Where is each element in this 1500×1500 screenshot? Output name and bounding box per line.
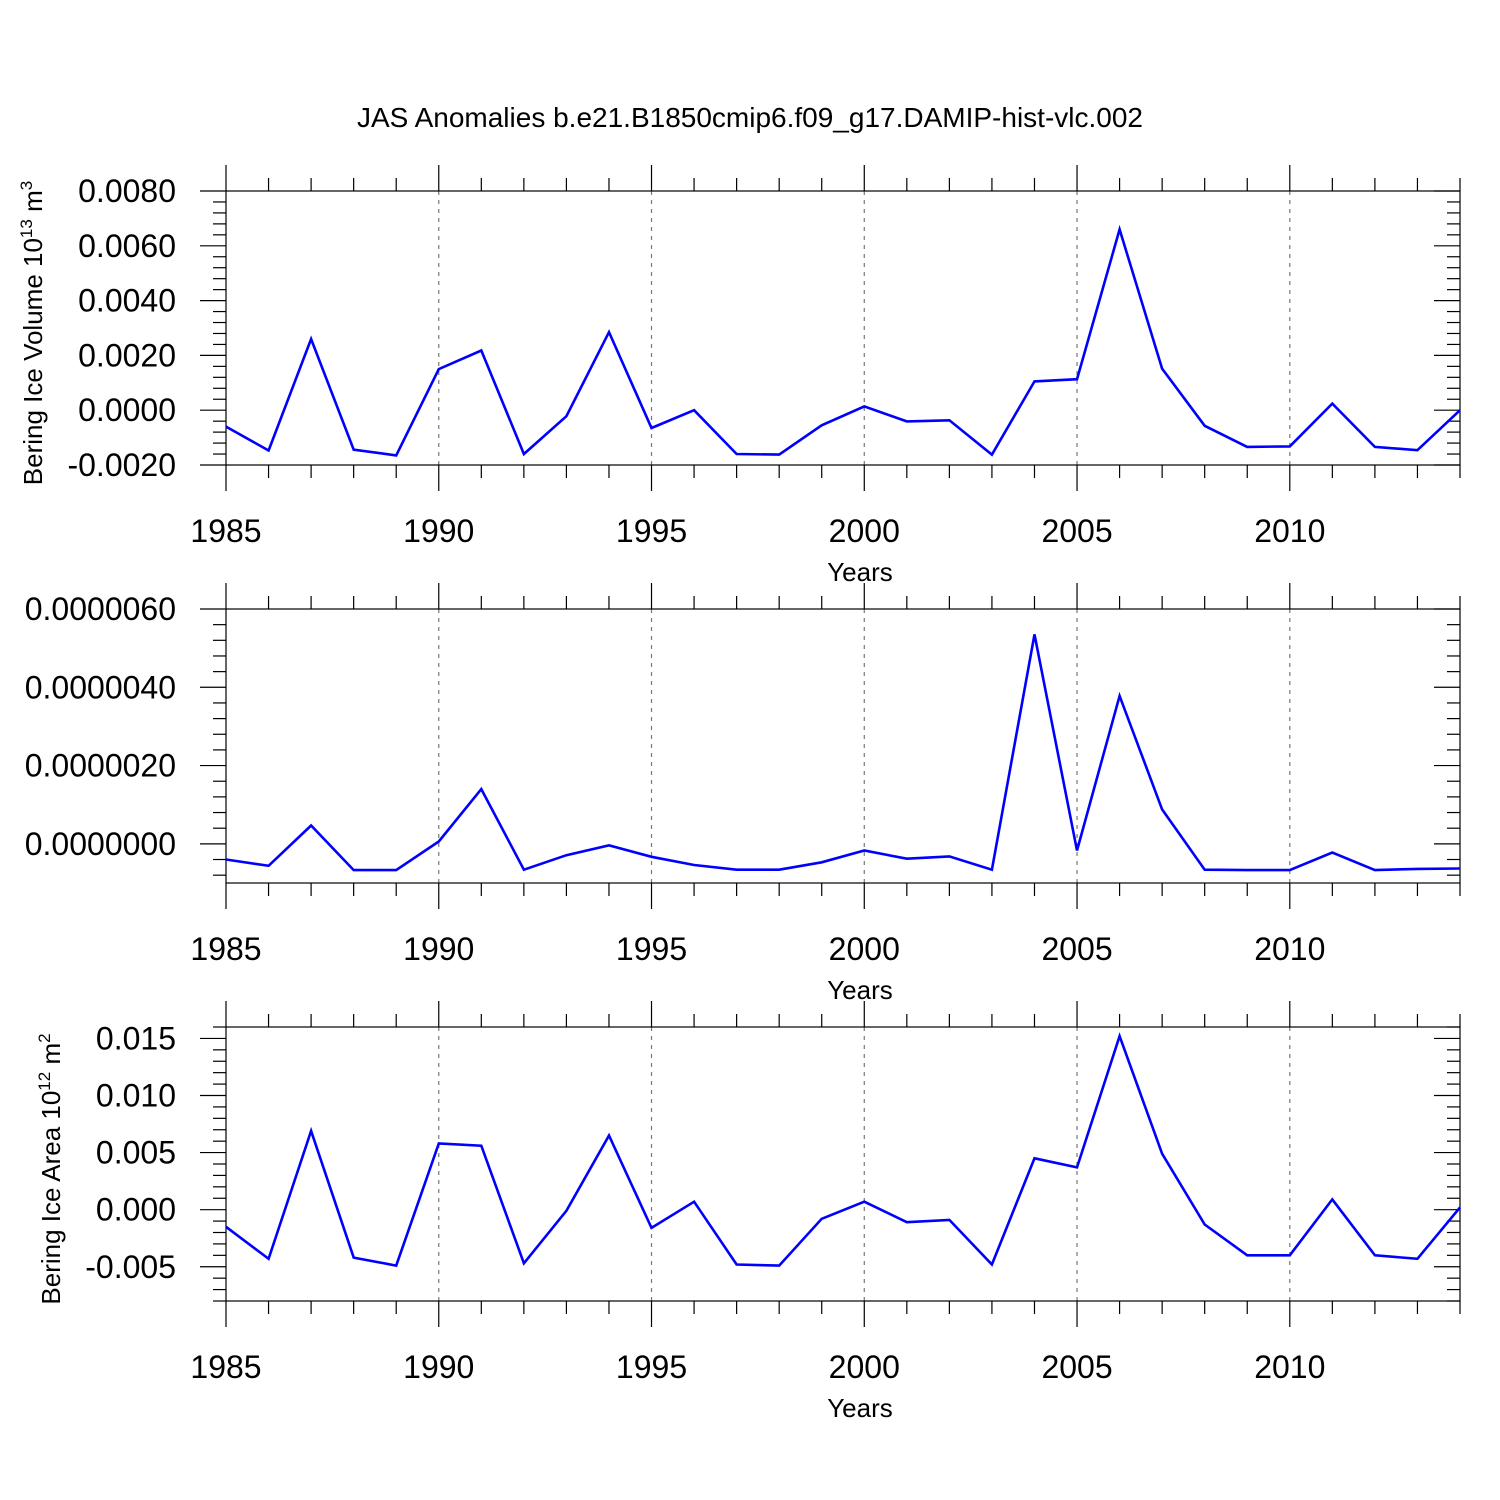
x-axis-label: Years xyxy=(827,557,893,587)
y-axis-label: Bering Ice Volume 1013 m3 xyxy=(17,181,48,485)
x-tick-label: 1985 xyxy=(190,513,261,549)
series-line xyxy=(225,634,1461,872)
chart-title: JAS Anomalies b.e21.B1850cmip6.f09_g17.D… xyxy=(357,102,1143,133)
panel-3: 1985 1990 1995 2000 2005 2010 Years 0.015 0.010 0… xyxy=(35,1001,1462,1423)
x-tick-label: 2000 xyxy=(829,1349,900,1385)
y-tick-label: 0.010 xyxy=(96,1078,176,1114)
y-tick-label: 0.0000000 xyxy=(25,826,176,862)
series-line xyxy=(225,224,1461,457)
y-tick-label: 0.015 xyxy=(96,1020,176,1056)
x-tick-label: 1995 xyxy=(616,513,687,549)
y-tick-label: 0.005 xyxy=(96,1135,176,1171)
y-tick-label: 0.000 xyxy=(96,1192,176,1228)
x-tick-label: 2000 xyxy=(829,931,900,967)
x-tick-label: 2000 xyxy=(829,513,900,549)
panel-2: 1985 1990 1995 2000 2005 2010 Years 0.0000060 0.… xyxy=(25,583,1461,1005)
y-tick-label: 0.0060 xyxy=(78,228,176,264)
x-tick-label: 1995 xyxy=(616,1349,687,1385)
plot-frame xyxy=(225,608,1461,884)
x-tick-label: 1985 xyxy=(190,931,261,967)
x-tick-label: 2010 xyxy=(1254,931,1325,967)
x-tick-label: 1990 xyxy=(403,1349,474,1385)
x-tick-label: 1990 xyxy=(403,931,474,967)
x-axis-label: Years xyxy=(827,975,893,1005)
y-tick-label: -0.0020 xyxy=(67,447,176,483)
y-axis-label: Bering Ice Area 1012 m2 xyxy=(35,1033,66,1304)
plot-frame xyxy=(225,1026,1461,1302)
y-tick-label: 0.0000040 xyxy=(25,669,176,705)
y-tick-label: -0.005 xyxy=(85,1249,176,1285)
x-tick-label: 1990 xyxy=(403,513,474,549)
series-line xyxy=(225,1032,1462,1268)
x-tick-label: 2005 xyxy=(1041,513,1112,549)
x-tick-label: 1995 xyxy=(616,931,687,967)
x-axis-label: Years xyxy=(827,1393,893,1423)
y-tick-label: 0.0020 xyxy=(78,337,176,373)
x-tick-label: 2005 xyxy=(1041,1349,1112,1385)
y-tick-label: 0.0040 xyxy=(78,283,176,319)
x-tick-label: 2005 xyxy=(1041,931,1112,967)
x-tick-label: 2010 xyxy=(1254,1349,1325,1385)
x-tick-label: 1985 xyxy=(190,1349,261,1385)
y-tick-label: 0.0000 xyxy=(78,392,176,428)
panel-1: 1985 1990 1995 2000 2005 2010 Years 0.0080 0.006… xyxy=(17,165,1461,587)
y-tick-label: 0.0000060 xyxy=(25,591,176,627)
plot-frame xyxy=(225,190,1461,466)
y-tick-label: 0.0000020 xyxy=(25,748,176,784)
x-tick-label: 2010 xyxy=(1254,513,1325,549)
y-tick-label: 0.0080 xyxy=(78,173,176,209)
